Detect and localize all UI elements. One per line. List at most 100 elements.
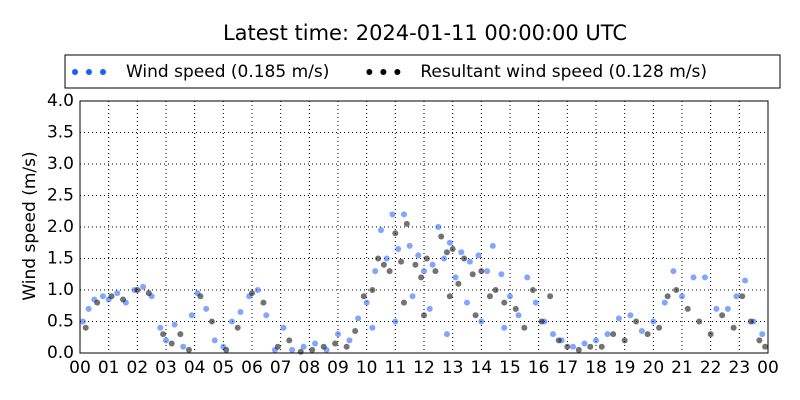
data-point [455, 280, 462, 287]
data-point [163, 337, 169, 344]
data-point [415, 252, 422, 259]
data-point [684, 305, 691, 312]
data-point [441, 255, 448, 262]
data-point [610, 331, 617, 338]
data-point [501, 299, 508, 306]
x-tick-label: 10 [356, 358, 378, 378]
data-point [297, 348, 304, 355]
data-point [274, 343, 281, 350]
legend-marker [380, 69, 387, 75]
chart-title: Latest time: 2024-01-11 00:00:00 UTC [223, 21, 627, 45]
data-point [400, 211, 407, 218]
y-tick-label: 1.0 [47, 280, 74, 300]
data-point [223, 346, 230, 353]
data-point [458, 249, 465, 256]
data-point [418, 274, 425, 281]
data-point [564, 343, 571, 350]
data-point [249, 290, 255, 297]
data-point [759, 331, 766, 338]
legend-label: Wind speed (0.185 m/s) [126, 62, 329, 82]
x-tick-label: 01 [98, 358, 120, 378]
x-tick-label: 08 [299, 358, 321, 378]
data-point [426, 305, 433, 312]
data-point [375, 255, 382, 262]
legend-box [64, 54, 781, 89]
data-point [650, 318, 657, 325]
x-tick-label: 07 [270, 358, 292, 378]
legend-marker [72, 69, 78, 75]
data-point [260, 299, 267, 306]
data-point [180, 343, 187, 350]
data-point [412, 261, 419, 268]
data-point [452, 274, 459, 281]
data-point [507, 293, 513, 300]
data-point [719, 312, 726, 319]
data-point [604, 331, 611, 338]
data-point [406, 242, 413, 249]
data-point [289, 346, 296, 353]
data-point [300, 343, 307, 350]
data-point [512, 305, 519, 312]
data-point [575, 346, 582, 353]
data-point [529, 287, 536, 293]
data-point [403, 220, 410, 227]
y-axis-label: Wind speed (m/s) [20, 151, 40, 300]
plot-area [79, 100, 769, 355]
data-point [438, 233, 445, 240]
y-tick-label: 3.5 [47, 123, 74, 143]
data-point [570, 343, 577, 350]
x-tick-label: 00 [69, 358, 91, 378]
data-point [449, 246, 456, 253]
x-tick-label: 15 [499, 358, 521, 378]
data-point [627, 312, 634, 319]
data-point [432, 268, 439, 275]
legend-marker [394, 69, 401, 75]
data-point [478, 318, 485, 325]
data-point [120, 296, 126, 303]
data-point [99, 293, 106, 300]
data-point [469, 271, 476, 278]
data-point [532, 299, 539, 306]
data-point [346, 337, 353, 344]
data-point [747, 318, 754, 325]
data-point [538, 318, 545, 325]
data-point [171, 321, 178, 328]
data-point [587, 343, 594, 350]
data-point [79, 318, 86, 325]
data-point [320, 343, 327, 350]
data-point [188, 312, 195, 319]
data-point [489, 242, 496, 249]
data-point [400, 299, 407, 306]
data-point [644, 331, 651, 338]
y-tick-label: 0.0 [47, 343, 74, 363]
data-point [335, 331, 341, 338]
data-point [378, 227, 384, 234]
y-tick-label: 2.0 [47, 217, 74, 237]
data-point [363, 299, 370, 306]
data-point [701, 274, 708, 281]
data-point [756, 337, 763, 344]
data-point [486, 293, 493, 300]
y-tick-label: 4.0 [47, 91, 74, 111]
data-point [197, 293, 204, 300]
data-point [475, 252, 482, 259]
data-point [521, 324, 528, 331]
data-point [547, 293, 554, 300]
x-tick-label: 02 [127, 358, 149, 378]
x-tick-label: 13 [442, 358, 464, 378]
data-point [679, 293, 685, 300]
data-point [352, 327, 359, 334]
data-point [461, 255, 468, 262]
data-point [134, 287, 141, 293]
data-point [280, 324, 287, 331]
data-point [332, 340, 339, 347]
data-point [312, 340, 319, 347]
x-tick-label: 11 [385, 358, 407, 378]
data-point [673, 287, 680, 293]
x-tick-label: 03 [155, 358, 177, 378]
data-point [664, 293, 671, 300]
data-point [185, 346, 192, 353]
data-point [429, 261, 436, 268]
data-point [739, 293, 746, 300]
